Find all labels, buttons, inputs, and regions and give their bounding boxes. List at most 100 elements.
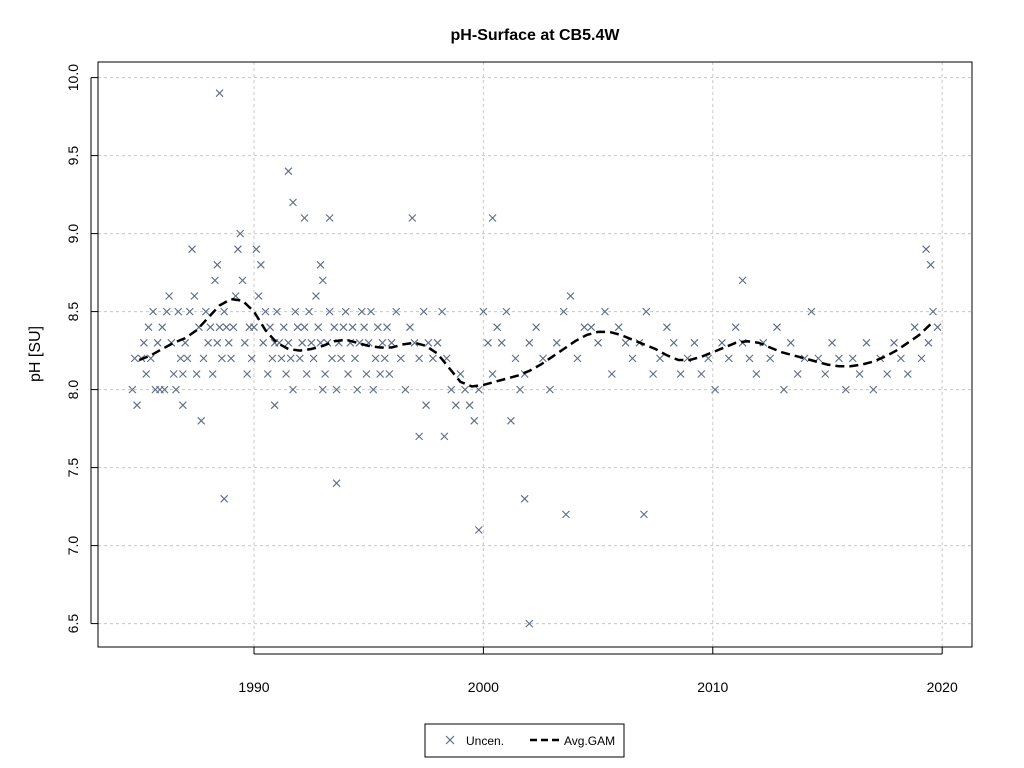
data-point [165,292,174,300]
data-point [328,354,336,363]
data-point [922,245,931,254]
legend-label-uncen: Uncen. [466,734,504,748]
data-point [213,338,222,347]
data-point [848,354,857,363]
data-point [401,385,410,394]
data-point [773,323,781,332]
data-point [800,354,809,363]
data-point [204,338,212,347]
data-point [261,307,270,316]
data-point [158,323,167,332]
data-point [933,323,942,332]
data-point [440,432,449,441]
data-point [289,385,297,394]
data-point [286,354,295,363]
data-point [215,89,224,98]
data-point [263,370,272,378]
data-point [614,323,623,332]
legend: Uncen. Avg.GAM [424,723,625,758]
data-point [252,245,261,254]
data-point [259,338,268,347]
data-point [192,370,201,378]
chart-title: pH-Surface at CB5.4W [451,27,621,44]
x-tick-label: 1990 [238,679,269,695]
data-point [507,416,515,425]
data-point [341,307,350,316]
data-point [855,370,864,378]
data-point [738,276,747,285]
data-point [316,260,325,269]
data-point [890,338,898,347]
data-point [566,292,575,300]
data-point [153,338,162,347]
data-point [330,323,339,332]
data-point [222,323,231,332]
data-point [539,354,547,363]
data-point [415,432,424,441]
data-point [208,370,217,378]
data-point [176,354,185,363]
data-point [731,323,740,332]
grid-lines [98,62,972,647]
data-point [293,323,302,332]
data-point [745,354,754,363]
data-point [378,338,387,347]
y-tick-label: 9.0 [65,224,81,244]
data-point [828,338,836,347]
data-point [488,214,497,222]
data-point [240,338,249,347]
data-point [268,354,277,363]
gam-line [138,297,932,388]
data-point [300,214,309,222]
data-point [910,323,919,332]
y-axis: 6.5 7.0 7.5 8.0 8.5 9.0 9.5 10.0 [65,64,98,633]
data-point [559,307,568,316]
data-point [362,370,371,378]
data-point [128,385,137,394]
data-point [926,260,935,269]
data-point [211,276,219,285]
data-point [270,401,279,410]
data-point [236,229,245,238]
data-point [451,401,460,410]
x-tick-label: 2020 [927,679,958,695]
data-point [429,354,437,363]
data-point [793,370,802,378]
data-point [282,370,290,378]
data-point [162,307,171,316]
data-point [149,307,157,316]
data-point [337,354,346,363]
data-point [663,323,671,332]
data-points [128,89,942,628]
data-point [415,354,424,363]
data-point [387,338,396,347]
gam-curve [138,297,932,388]
data-point [594,338,602,347]
data-point [174,307,183,316]
data-point [488,370,497,378]
data-point [841,385,850,394]
data-point [628,354,637,363]
data-point [392,307,401,316]
data-point [357,307,366,316]
data-point [461,385,469,394]
data-point [780,385,788,394]
data-point [367,307,375,316]
data-point [438,307,446,316]
data-point [479,307,488,316]
data-point [321,370,329,378]
data-point [532,323,541,332]
data-point [493,323,502,332]
data-point [525,338,534,347]
data-point [325,307,334,316]
data-point [373,323,382,332]
data-point [369,385,378,394]
legend-label-gam: Avg.GAM [564,734,615,748]
data-point [160,385,169,394]
data-point [279,323,288,332]
data-point [139,338,148,347]
data-point [424,338,433,347]
data-point [144,323,153,332]
data-point [371,354,380,363]
data-point [314,323,323,332]
